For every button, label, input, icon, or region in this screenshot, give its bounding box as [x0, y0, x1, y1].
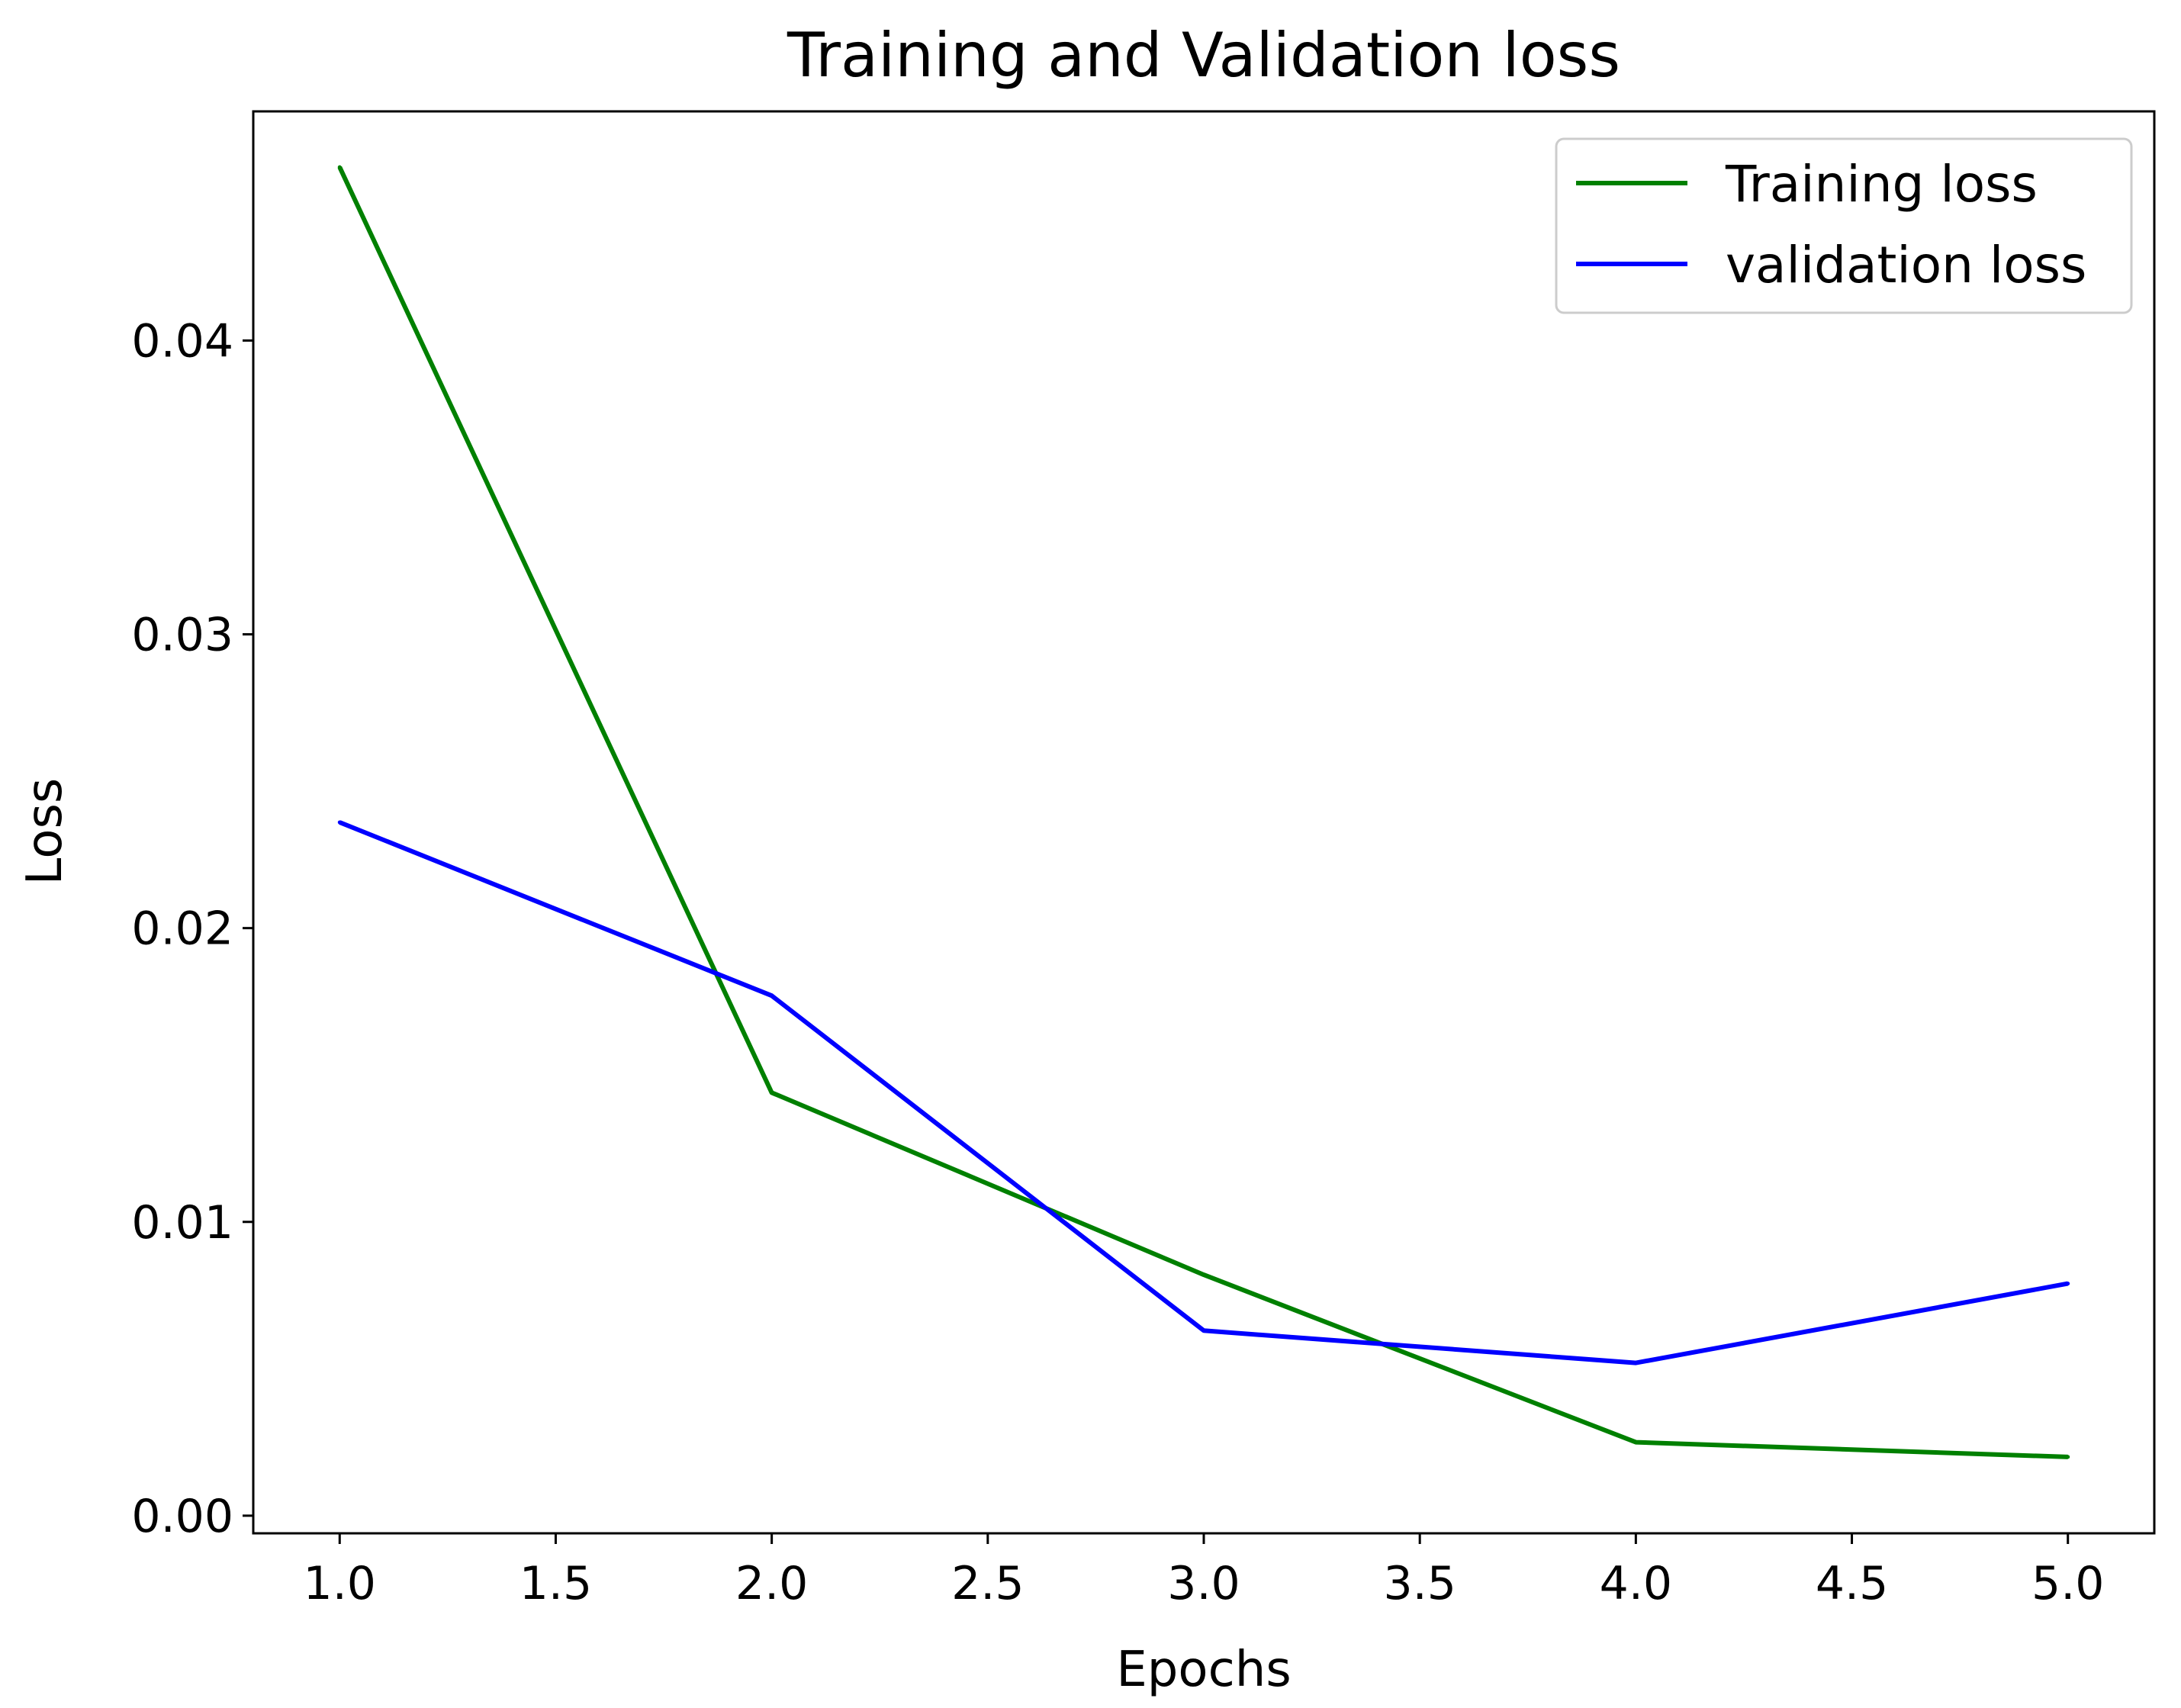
data-point [1633, 1440, 1638, 1445]
x-tick-label: 2.0 [735, 1557, 808, 1610]
data-point [1633, 1361, 1638, 1365]
x-tick-label: 3.0 [1167, 1557, 1240, 1610]
x-tick-label: 4.0 [1600, 1557, 1672, 1610]
data-point [770, 1090, 774, 1095]
data-point [2066, 1282, 2070, 1286]
data-point [2066, 1455, 2070, 1459]
chart-title: Training and Validation loss [787, 20, 1620, 91]
data-point [1201, 1328, 1206, 1333]
x-tick-label: 1.0 [304, 1557, 376, 1610]
y-axis-label: Loss [17, 778, 73, 885]
data-point [1201, 1272, 1206, 1277]
data-point [337, 165, 342, 169]
legend-label-0: Training loss [1725, 155, 2038, 214]
legend: Training loss validation loss [1555, 137, 2133, 314]
series-layer [337, 165, 2070, 1459]
x-tick-label: 2.5 [951, 1557, 1024, 1610]
x-tick-label: 4.5 [1816, 1557, 1888, 1610]
x-axis-label: Epochs [1116, 1642, 1291, 1698]
data-point [770, 993, 774, 998]
y-tick-label: 0.00 [131, 1490, 233, 1543]
data-point [337, 820, 342, 825]
x-tick-label: 5.0 [2031, 1557, 2104, 1610]
y-tick-label: 0.01 [131, 1196, 233, 1250]
legend-label-1: validation loss [1726, 236, 2086, 294]
y-tick-label: 0.04 [131, 314, 233, 368]
x-tick-label: 1.5 [520, 1557, 592, 1610]
y-tick-label: 0.03 [131, 609, 233, 662]
y-tick-label: 0.02 [131, 902, 233, 956]
legend-box [1555, 137, 2133, 314]
x-tick-label: 3.5 [1383, 1557, 1456, 1610]
y-axis: 0.00 0.01 0.02 0.03 0.04 [131, 314, 253, 1543]
x-axis: 1.0 1.5 2.0 2.5 3.0 3.5 4.0 4.5 5.0 [304, 1533, 2104, 1610]
